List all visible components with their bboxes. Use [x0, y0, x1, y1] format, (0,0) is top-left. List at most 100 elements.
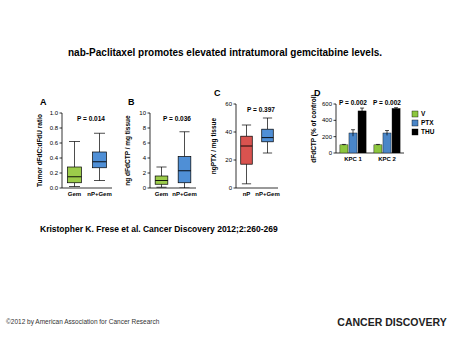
y-tick-label: 0: [329, 150, 333, 156]
y-tick-label: 0: [143, 185, 147, 191]
panel-letter: B: [128, 97, 135, 107]
x-tick-label: KPC 1: [344, 156, 362, 162]
bar: [374, 145, 382, 153]
y-tick-label: 0.0: [50, 185, 59, 191]
legend-label: PTX: [421, 119, 434, 126]
legend-label: V: [421, 110, 426, 117]
p-value: P = 0.014: [77, 115, 105, 122]
panel-letter: A: [40, 97, 47, 107]
y-tick: [148, 188, 151, 189]
whisker-high: [184, 132, 185, 157]
y-tick: [60, 128, 63, 129]
y-tick-label: 10: [139, 110, 146, 116]
y-tick-label: 0.2: [50, 170, 59, 176]
whisker-high: [99, 133, 100, 152]
legend-label: THU: [421, 128, 435, 135]
x-tick-label: nP: [243, 191, 251, 197]
y-tick-label: 0.8: [50, 125, 59, 131]
y-axis: [150, 113, 151, 188]
whisker-cap: [179, 188, 189, 189]
p-value: P = 0.036: [163, 115, 191, 122]
copyright: ©2012 by American Association for Cancer…: [6, 318, 160, 326]
title: nab-Paclitaxel promotes elevated intratu…: [68, 47, 382, 58]
y-tick: [60, 143, 63, 144]
y-tick: [60, 158, 63, 159]
box: [262, 129, 274, 142]
whisker-low: [267, 142, 268, 153]
whisker-low: [99, 168, 100, 181]
plot-area: [155, 132, 191, 188]
y-tick: [234, 160, 237, 161]
error-cap: [360, 108, 364, 109]
median: [155, 180, 168, 181]
legend-swatch: [412, 120, 418, 126]
whisker-high: [267, 118, 268, 129]
y-tick-label: 0.6: [50, 140, 59, 146]
y-tick-label: 20: [225, 157, 232, 163]
whisker-cap: [69, 141, 80, 142]
whisker-high: [161, 167, 162, 176]
x-tick-label: nP+Gem: [172, 191, 197, 197]
x-tick-label: Gem: [68, 191, 81, 197]
bar: [358, 111, 366, 153]
y-tick: [148, 158, 151, 159]
y-tick: [148, 173, 151, 174]
panel: Bng dFdCTP / mg tissue0246810GemnP+GemP …: [124, 97, 197, 197]
y-tick: [334, 120, 337, 121]
y-tick: [148, 143, 151, 144]
box: [178, 157, 191, 183]
plot-area: [340, 108, 400, 153]
whisker-low: [246, 164, 247, 184]
box: [241, 136, 253, 164]
citation: Kristopher K. Frese et al. Cancer Discov…: [40, 224, 278, 234]
y-tick: [334, 104, 337, 105]
y-tick: [60, 173, 63, 174]
y-tick-label: 2: [143, 170, 147, 176]
error-cap: [376, 144, 380, 145]
p-value: P = 0.002: [373, 99, 401, 106]
panel: DdFdCTP (% of control)0200400600KPC 1KPC…: [310, 88, 435, 163]
y-tick-label: 600: [322, 101, 333, 107]
y-tick: [148, 128, 151, 129]
background: [0, 0, 450, 338]
whisker-cap: [263, 118, 272, 119]
y-axis-label: ngPTX / mg tissue: [210, 117, 218, 174]
error-cap: [394, 107, 398, 108]
whisker-high: [246, 125, 247, 136]
y-tick: [234, 132, 237, 133]
y-axis: [62, 113, 63, 188]
whisker-low: [74, 183, 75, 187]
y-tick-label: 40: [225, 129, 232, 135]
median: [93, 161, 107, 162]
whisker-cap: [94, 180, 105, 181]
x-axis: [62, 188, 112, 189]
whisker-cap: [156, 167, 166, 168]
plot-area: [68, 133, 107, 186]
x-axis: [150, 188, 196, 189]
whisker-cap: [94, 133, 105, 134]
whisker-cap: [69, 186, 80, 187]
y-axis-label: dFdCTP (% of control): [310, 94, 318, 162]
error-bar: [362, 108, 363, 114]
x-axis: [236, 188, 278, 189]
whisker-cap: [179, 131, 189, 132]
median: [178, 170, 191, 171]
y-tick-label: 400: [322, 117, 333, 123]
box: [155, 176, 168, 184]
y-axis-label: Tumor dFdC:dFdU ratio: [36, 114, 43, 187]
y-axis: [236, 104, 237, 188]
whisker-cap: [242, 125, 251, 126]
error-bar: [353, 130, 354, 137]
y-tick: [334, 136, 337, 137]
box: [68, 167, 82, 183]
whisker-low: [161, 184, 162, 187]
y-tick-label: 4: [143, 155, 147, 161]
bar: [383, 133, 391, 153]
whisker-low: [184, 183, 185, 188]
median: [68, 176, 82, 177]
x-tick-label: KPC 2: [378, 156, 396, 162]
error-cap: [385, 130, 389, 131]
panel: CngPTX / mg tissue0204060nPnP+GemP = 0.3…: [210, 88, 280, 197]
median: [262, 137, 274, 138]
x-tick-label: nP+Gem: [87, 191, 112, 197]
